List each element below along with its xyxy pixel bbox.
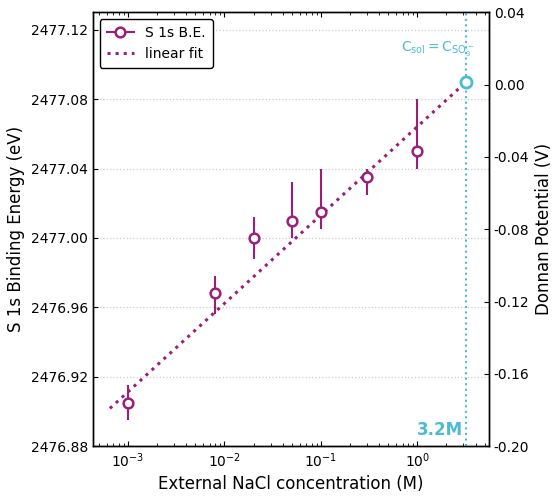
Y-axis label: S 1s Binding Energy (eV): S 1s Binding Energy (eV): [7, 126, 25, 332]
Y-axis label: Donnan Potential (V): Donnan Potential (V): [535, 143, 553, 316]
Text: 3.2M: 3.2M: [417, 421, 463, 439]
Text: $\mathregular{C_{sol}=C_{SO_3^-}}$: $\mathregular{C_{sol}=C_{SO_3^-}}$: [400, 40, 474, 60]
X-axis label: External NaCl concentration (M): External NaCl concentration (M): [158, 475, 423, 493]
Legend: S 1s B.E., linear fit: S 1s B.E., linear fit: [100, 20, 213, 68]
